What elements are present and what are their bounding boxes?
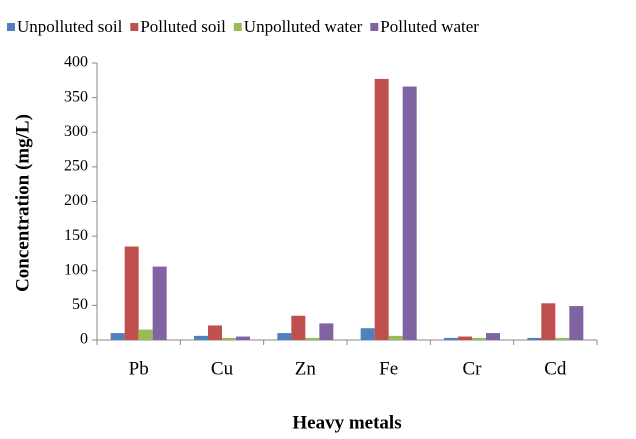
bar [277,333,292,340]
bar [222,337,236,340]
x-tick-label: Cd [544,358,567,379]
bar [291,315,306,340]
bar [236,336,250,340]
legend-swatch [130,23,139,31]
bar [138,329,153,340]
legend-label: Polluted soil [140,17,226,36]
bar [374,78,389,341]
y-tick-label: 250 [64,158,88,175]
y-tick-label: 350 [64,88,88,105]
x-tick-label: Zn [295,358,317,379]
bar [472,337,486,340]
bar [194,335,208,340]
y-tick-label: 100 [64,261,88,278]
y-tick-label: 400 [64,54,88,71]
bar [569,306,584,340]
bar [305,337,320,340]
x-axis-title: Heavy metals [292,412,401,433]
bar [124,246,139,340]
bar [208,325,222,340]
y-tick-label: 300 [64,123,88,140]
bar [152,266,167,340]
bar [555,337,570,340]
x-tick-label: Fe [379,358,398,379]
legend-swatch [7,23,15,31]
bar [388,335,403,340]
bar [360,328,375,340]
legend-label: Unpolluted water [244,17,363,36]
bar [319,323,334,340]
bar [458,336,472,340]
x-tick-label: Cr [463,358,483,379]
y-axis-title: Concentration (mg/L) [12,114,33,292]
bar [486,333,500,340]
legend-swatch [233,23,242,31]
legend-swatch [370,23,379,31]
bar [110,333,125,340]
x-tick-label: Cu [211,358,234,379]
y-tick-label: 0 [80,331,88,348]
x-tick-label: Pb [129,358,149,379]
legend-label: Polluted water [380,17,479,36]
bar [402,86,417,340]
y-tick-label: 200 [64,192,88,209]
bar [444,337,458,340]
legend-label: Unpolluted soil [17,17,123,36]
y-tick-label: 150 [64,227,88,244]
bar [527,337,542,340]
y-tick-label: 50 [72,296,88,313]
bar [541,303,556,340]
